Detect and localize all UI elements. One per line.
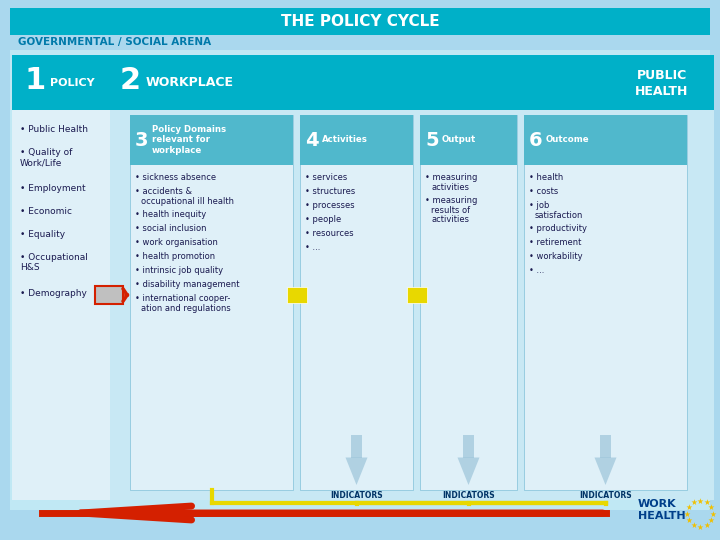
Text: 4: 4 [305,131,319,150]
Text: • retirement: • retirement [529,238,581,247]
Bar [12,110,110,500]
Text: • accidents &: • accidents & [135,187,192,196]
Text: • sickness absence: • sickness absence [135,173,216,182]
Text: WORK: WORK [638,499,677,509]
Bar [110,55,614,110]
Text: • costs: • costs [529,187,558,196]
Text: Output: Output [442,136,476,145]
Text: PUBLIC: PUBLIC [637,69,687,82]
Text: ★: ★ [708,516,715,525]
Text: • workability: • workability [529,252,582,261]
Text: • job: • job [529,201,549,210]
Text: • Public Health: • Public Health [20,125,88,134]
Text: ★: ★ [690,498,697,507]
Bar [287,287,307,303]
Bar [463,435,474,457]
Text: • resources: • resources [305,229,354,238]
Bar [420,115,517,490]
Bar [614,55,714,110]
Text: 1: 1 [24,66,45,95]
Text: • structures: • structures [305,187,355,196]
Bar [130,115,293,490]
Polygon shape [457,457,480,485]
Text: • Equality: • Equality [20,230,65,239]
Text: • measuring: • measuring [425,173,477,182]
Bar [351,435,362,457]
Text: ★: ★ [683,510,690,518]
Text: • Occupational
H&S: • Occupational H&S [20,253,88,272]
Text: • intrinsic job quality: • intrinsic job quality [135,266,223,275]
Bar [12,55,110,110]
Text: activities: activities [431,215,469,224]
Text: • work organisation: • work organisation [135,238,218,247]
Text: THE POLICY CYCLE: THE POLICY CYCLE [281,14,439,29]
Text: • measuring: • measuring [425,196,477,205]
Text: 5: 5 [425,131,438,150]
Text: • ...: • ... [305,243,320,252]
Bar [110,110,714,500]
Text: • health inequity: • health inequity [135,210,206,219]
Text: • services: • services [305,173,347,182]
Text: ★: ★ [690,521,697,530]
Text: • ...: • ... [529,266,544,275]
Bar [95,286,123,304]
Text: • processes: • processes [305,201,355,210]
Text: occupational ill health: occupational ill health [141,197,234,206]
Polygon shape [595,457,616,485]
Bar [524,115,687,165]
Text: • social inclusion: • social inclusion [135,224,207,233]
Text: INDICATORS: INDICATORS [579,490,632,500]
Text: 6: 6 [529,131,543,150]
Text: • health promotion: • health promotion [135,252,215,261]
Text: GOVERNMENTAL / SOCIAL ARENA: GOVERNMENTAL / SOCIAL ARENA [18,37,211,47]
Bar [10,50,710,510]
Text: • international cooper-: • international cooper- [135,294,230,303]
Text: ★: ★ [710,510,716,518]
Text: ation and regulations: ation and regulations [141,304,230,313]
Text: • Demography: • Demography [20,289,87,298]
Bar [407,287,426,303]
Text: ★: ★ [703,498,710,507]
Text: HEALTH: HEALTH [635,85,689,98]
Text: ★: ★ [685,516,692,525]
Text: Outcome: Outcome [546,136,590,145]
Bar [300,115,413,165]
Text: • Quality of
Work/Life: • Quality of Work/Life [20,148,73,167]
Text: activities: activities [431,183,469,192]
Text: ★: ★ [703,521,710,530]
Text: ★: ★ [696,523,703,531]
Text: ★: ★ [696,496,703,505]
Text: 3: 3 [135,131,148,150]
Text: • productivity: • productivity [529,224,587,233]
Text: 2: 2 [120,66,141,95]
Bar [524,115,687,490]
Bar [130,115,293,165]
Text: • Economic: • Economic [20,207,72,216]
Bar [420,115,517,165]
Text: ★: ★ [685,503,692,512]
Text: ★: ★ [708,503,715,512]
Text: results of: results of [431,206,470,215]
Text: Activities: Activities [322,136,368,145]
Text: • people: • people [305,215,341,224]
Text: WORKPLACE: WORKPLACE [146,76,234,89]
Text: • health: • health [529,173,563,182]
Text: • Employment: • Employment [20,184,86,193]
Polygon shape [346,457,367,485]
Text: • disability management: • disability management [135,280,240,289]
Text: INDICATORS: INDICATORS [330,490,383,500]
Bar [10,8,710,35]
Text: HEALTH: HEALTH [638,511,685,521]
Text: satisfaction: satisfaction [535,211,583,220]
Text: Policy Domains
relevant for
workplace: Policy Domains relevant for workplace [152,125,226,155]
Text: INDICATORS: INDICATORS [442,490,495,500]
Bar [600,435,611,457]
Text: POLICY: POLICY [50,78,94,87]
Bar [300,115,413,490]
